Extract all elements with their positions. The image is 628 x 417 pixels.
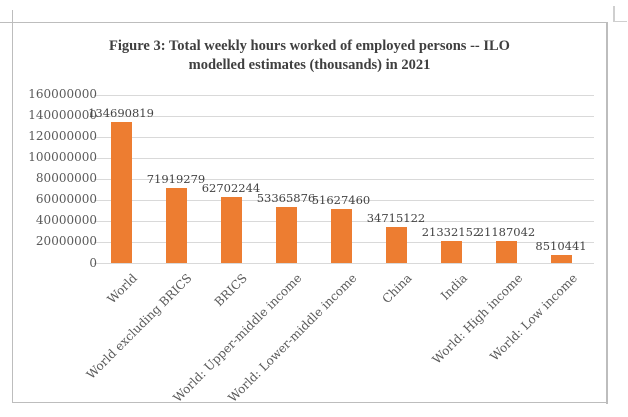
y-axis-tick-label: 60000000 [35, 192, 97, 207]
cell-border-right [606, 21, 608, 404]
x-category-label: World [104, 271, 140, 307]
x-category-label: BRICS [211, 271, 250, 310]
bar [385, 226, 407, 264]
y-axis-tick-label: 120000000 [28, 129, 97, 144]
bar-value-label: 8510441 [535, 238, 587, 253]
x-category-label: World excluding BRICS [84, 271, 195, 382]
bar-value-label: 53365876 [256, 191, 316, 206]
chart-title: Figure 3: Total weekly hours worked of e… [12, 37, 607, 75]
y-axis-tick-label: 100000000 [28, 150, 97, 165]
bar [495, 241, 517, 264]
gridline [93, 94, 594, 96]
adjacent-cell-border-horizontal [613, 20, 627, 22]
gridline [93, 263, 594, 264]
bar-value-label: 34715122 [366, 210, 426, 225]
bar-value-label: 71919279 [146, 171, 206, 186]
bar [440, 241, 462, 264]
gridline [93, 178, 594, 180]
bar-value-label: 134690819 [88, 105, 154, 120]
chart-title-line-1: Figure 3: Total weekly hours worked of e… [109, 38, 510, 54]
bar-value-label: 51627460 [311, 193, 371, 208]
bar-value-label: 21332152 [421, 225, 481, 240]
gridline [93, 157, 594, 159]
cell-border-left [11, 10, 13, 403]
cell-border-top [0, 21, 607, 23]
x-category-label: India [437, 271, 470, 303]
y-axis-tick-label: 0 [89, 255, 97, 270]
bar-value-label: 21187042 [476, 225, 536, 240]
bar [165, 187, 187, 264]
gridline [93, 199, 594, 201]
gridline [93, 136, 594, 138]
adjacent-cell-border-vertical [613, 6, 615, 22]
bar [330, 209, 352, 264]
bar-value-label: 62702244 [201, 181, 261, 196]
y-axis-tick-label: 80000000 [35, 171, 97, 186]
bar [110, 121, 132, 264]
x-category-label: China [379, 271, 415, 307]
y-axis-tick-label: 40000000 [35, 213, 97, 228]
gridline [93, 115, 594, 117]
y-axis-tick-label: 140000000 [28, 108, 97, 123]
bar [220, 197, 242, 264]
x-category-label: World: High income [429, 271, 525, 367]
bar [275, 207, 297, 264]
y-axis-tick-label: 160000000 [28, 87, 97, 101]
chart-title-line-2: modelled estimates (thousands) in 2021 [188, 57, 431, 73]
cell-border-bottom [11, 401, 608, 403]
y-axis-tick-label: 20000000 [35, 234, 97, 249]
bar [550, 254, 572, 264]
